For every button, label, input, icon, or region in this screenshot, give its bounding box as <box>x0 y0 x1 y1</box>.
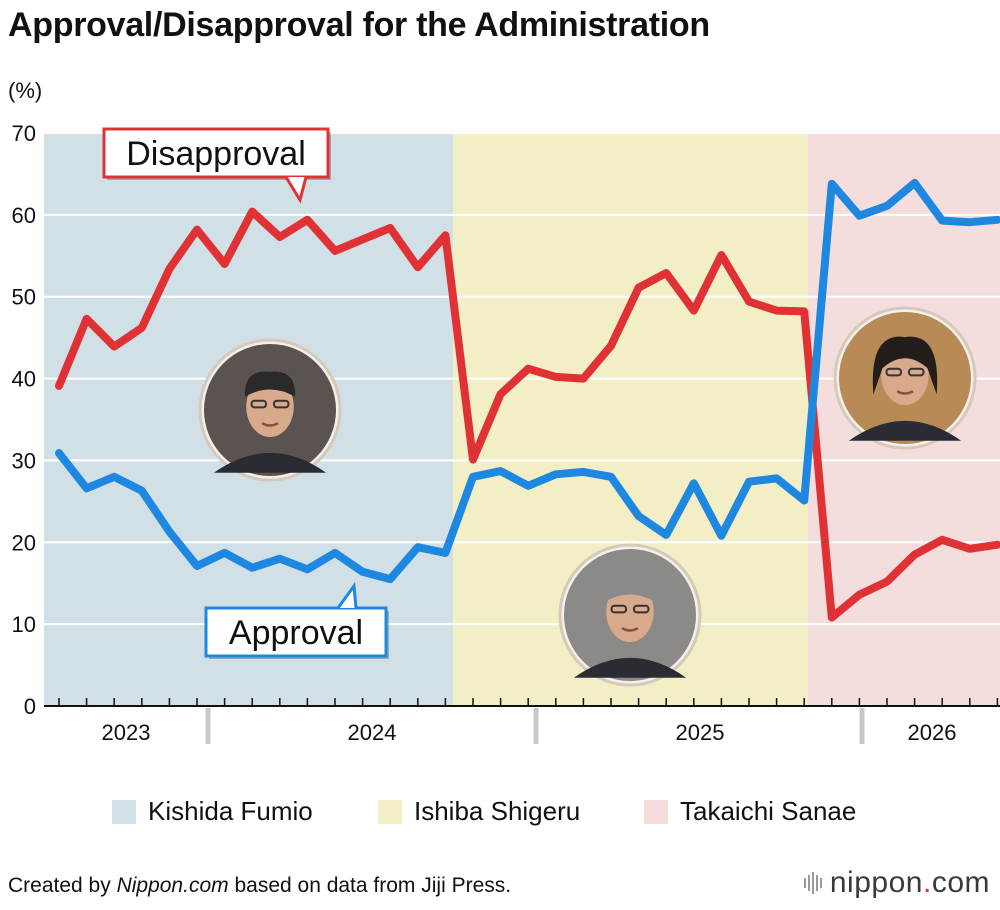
portrait-takaichi-icon-glasses-left <box>885 367 903 377</box>
portrait-takaichi-icon-glasses-right <box>907 367 925 377</box>
credit-prefix: Created by <box>8 874 117 897</box>
legend-swatch-kishida <box>112 799 136 824</box>
logo-tld: com <box>931 866 990 899</box>
y-tick-label: 0 <box>24 694 36 719</box>
portrait-kishida-icon-hair <box>244 371 296 397</box>
disapproval-callout-box <box>102 127 330 179</box>
approval-callout: Approval <box>204 581 389 659</box>
disapproval-callout-pointer <box>284 176 308 204</box>
portrait-kishida-icon-mouth <box>261 422 279 427</box>
credit-site: Nippon.com <box>116 874 229 897</box>
y-tick-label: 30 <box>12 448 36 473</box>
y-tick-label: 50 <box>12 285 36 310</box>
y-axis-unit: (%) <box>8 78 43 103</box>
portrait-ishiba-icon-suit <box>573 657 687 678</box>
y-tick-label: 10 <box>12 612 36 637</box>
approval-callout-box <box>204 606 388 658</box>
x-year-label: 2026 <box>908 720 957 745</box>
portrait-kishida-icon-glasses-left <box>250 399 268 409</box>
legend-label-ishiba: Ishiba Shigeru <box>414 796 581 826</box>
approval-callout-pointer <box>336 581 358 609</box>
legend-label-takaichi: Takaichi Sanae <box>680 796 857 826</box>
legend-item-ishiba: Ishiba Shigeru <box>378 796 580 827</box>
disapproval-callout-label: Disapproval <box>126 135 306 173</box>
logo-bars-icon <box>803 872 822 894</box>
source-credit: Created by Nippon.com based on data from… <box>8 874 511 898</box>
portrait-kishida-icon-glasses-right <box>272 399 290 409</box>
logo-dot: . <box>922 866 932 899</box>
logo-name: nippon <box>829 866 923 899</box>
portrait-ishiba-icon <box>558 543 702 687</box>
legend-label-kishida: Kishida Fumio <box>148 796 313 826</box>
portrait-ishiba-icon-face <box>606 581 654 643</box>
portrait-takaichi-icon-hair <box>872 336 938 395</box>
legend-item-takaichi: Takaichi Sanae <box>644 796 856 827</box>
portrait-takaichi-icon-mouth <box>896 390 914 395</box>
y-tick-label: 70 <box>12 121 36 146</box>
chart-title: Approval/Disapproval for the Administrat… <box>8 6 710 44</box>
portrait-kishida-icon <box>198 338 342 482</box>
x-year-label: 2025 <box>676 720 725 745</box>
approval-chart: 0 10 20 30 40 50 60 70 2023 2024 2025 2026 Disappr… <box>12 121 1000 745</box>
y-tick-label: 20 <box>12 530 36 555</box>
legend-item-kishida: Kishida Fumio <box>112 796 313 827</box>
x-year-label: 2024 <box>348 720 397 745</box>
legend-swatch-ishiba <box>378 799 402 824</box>
series-line-approval <box>55 178 1000 584</box>
x-year-label: 2023 <box>102 720 151 745</box>
legend: Kishida Fumio Ishiba Shigeru Takaichi Sa… <box>0 796 1000 836</box>
approval-callout-label: Approval <box>229 614 363 652</box>
y-tick-label: 60 <box>12 203 36 228</box>
portrait-takaichi-icon-suit <box>848 420 962 441</box>
portrait-ishiba-icon-hair <box>604 576 656 602</box>
y-tick-label: 40 <box>12 367 36 392</box>
portrait-kishida-icon-face <box>246 376 294 438</box>
portrait-kishida-icon-suit <box>213 452 327 473</box>
portrait-ishiba-icon-glasses-left <box>610 604 628 614</box>
disapproval-callout: Disapproval <box>102 127 331 204</box>
credit-suffix: based on data from Jiji Press. <box>228 874 512 897</box>
series-line-disapproval <box>55 207 1000 622</box>
portrait-ishiba-icon-glasses-right <box>632 604 650 614</box>
nippon-logo[interactable]: nippon. com <box>803 866 990 900</box>
portrait-takaichi-icon <box>833 306 977 450</box>
portrait-ishiba-icon-mouth <box>621 627 639 632</box>
legend-swatch-takaichi <box>644 799 668 824</box>
